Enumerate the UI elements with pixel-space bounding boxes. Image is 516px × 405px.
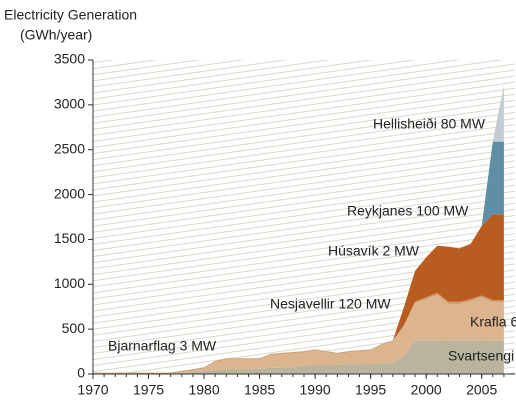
x-tick-label: 2000	[411, 382, 442, 398]
x-tick-label: 1990	[300, 382, 331, 398]
x-tick-label: 1975	[133, 382, 164, 398]
x-tick-label: 1970	[77, 382, 108, 398]
series-label: Nesjavellir 120 MW	[270, 296, 391, 312]
y-tick-label: 1500	[54, 230, 85, 246]
y-tick-label: 500	[62, 320, 86, 336]
series-label: Húsavík 2 MW	[328, 243, 420, 259]
series-label: Hellisheiði 80 MW	[373, 116, 486, 132]
y-tick-label: 2000	[54, 185, 85, 201]
y-axis-title: (GWh/year)	[20, 27, 92, 43]
x-tick-label: 1980	[188, 382, 219, 398]
y-tick-label: 3000	[54, 96, 85, 112]
y-tick-label: 0	[77, 365, 85, 381]
x-tick-label: 1985	[244, 382, 275, 398]
series-label: Svartsengi 46 MW	[448, 348, 516, 364]
x-tick-label: 1995	[355, 382, 386, 398]
y-tick-label: 1000	[54, 275, 85, 291]
x-tick-label: 2005	[466, 382, 497, 398]
y-tick-label: 3500	[54, 51, 85, 67]
area	[93, 340, 504, 374]
y-tick-label: 2500	[54, 140, 85, 156]
series-label: Bjarnarflag 3 MW	[108, 338, 217, 354]
area	[93, 214, 504, 373]
series-label: Krafla 60 MW	[470, 314, 516, 330]
y-axis-title: Electricity Generation	[4, 7, 137, 23]
area	[93, 295, 504, 374]
series-label: Reykjanes 100 MW	[347, 203, 469, 219]
